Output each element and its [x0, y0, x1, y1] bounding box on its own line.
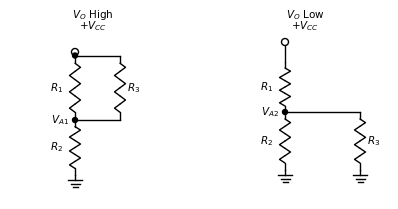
Text: $V_O$ High: $V_O$ High — [72, 8, 114, 22]
Text: $V_{A1}$: $V_{A1}$ — [51, 113, 69, 127]
Text: $R_3$: $R_3$ — [367, 134, 380, 148]
Text: $R_1$: $R_1$ — [260, 80, 273, 94]
Text: $R_2$: $R_2$ — [260, 134, 273, 148]
Circle shape — [72, 117, 78, 122]
Text: $+V_{CC}$: $+V_{CC}$ — [79, 19, 107, 33]
Text: $R_3$: $R_3$ — [127, 81, 140, 95]
Text: $V_O$ Low: $V_O$ Low — [286, 8, 324, 22]
Text: $R_1$: $R_1$ — [50, 81, 63, 95]
Circle shape — [283, 110, 287, 115]
Text: $R_2$: $R_2$ — [50, 141, 63, 154]
Circle shape — [72, 53, 78, 58]
Text: $V_{A2}$: $V_{A2}$ — [261, 105, 279, 119]
Text: $+V_{CC}$: $+V_{CC}$ — [291, 19, 319, 33]
